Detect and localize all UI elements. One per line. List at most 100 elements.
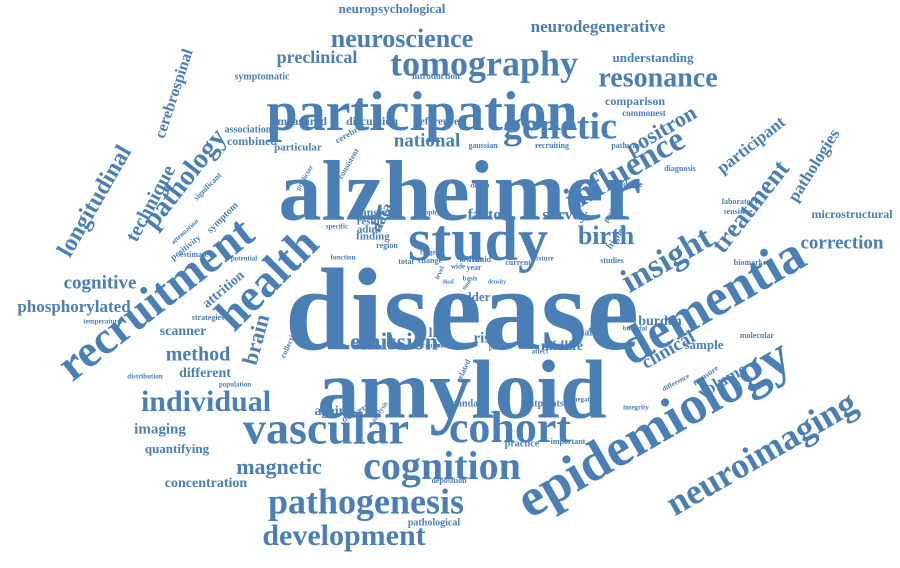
word-commonest: commonest xyxy=(622,108,666,118)
word-individual: individual xyxy=(141,385,271,418)
word-finding: finding xyxy=(356,231,390,243)
word-atrophy: atrophy xyxy=(416,209,440,217)
word-specific: specific xyxy=(326,223,348,231)
word-deposition: deposition xyxy=(431,476,467,485)
word-pathogenesis: pathogenesis xyxy=(268,481,464,521)
word-imaging: imaging xyxy=(134,421,186,437)
word-cutpoints: cutpoints xyxy=(524,398,564,409)
word-time: time xyxy=(462,279,474,292)
word-negative: negative xyxy=(574,396,599,404)
word-understanding: understanding xyxy=(613,50,694,65)
word-combined: combined xyxy=(227,134,277,148)
word-emission: emission xyxy=(350,330,438,356)
word-evidence: evidence xyxy=(613,180,643,189)
word-target: target xyxy=(420,249,439,257)
word-study: study xyxy=(408,207,548,273)
word-important: important xyxy=(551,437,586,446)
word-biomarker: biomarker xyxy=(734,258,771,267)
word-scanner: scanner xyxy=(160,324,207,339)
word-correction: correction xyxy=(801,232,884,253)
word-concentration: concentration xyxy=(165,476,248,491)
word-method: method xyxy=(166,344,230,366)
word-symptomatic: symptomatic xyxy=(235,71,291,82)
word-lower: lower xyxy=(459,255,479,264)
word-strategies: strategies xyxy=(192,313,224,322)
word-recruiting: recruiting xyxy=(535,141,569,150)
word-association: association xyxy=(225,124,272,135)
word-sensitive: sensitive xyxy=(724,207,753,216)
word-year: year xyxy=(466,263,482,272)
word-function: function xyxy=(331,254,356,262)
word-introduction: introduction xyxy=(412,71,460,81)
word-measured: measured xyxy=(277,114,327,128)
word-older: older xyxy=(462,289,491,304)
word-alzheimer: alzheimer xyxy=(279,143,642,239)
word-diagnosis: diagnosis xyxy=(664,164,696,173)
word-practice: practice xyxy=(505,438,540,449)
word-cohort: cohort xyxy=(449,403,572,452)
word-risk: risk xyxy=(473,330,499,346)
word-rate: rate xyxy=(469,255,483,264)
word-development: development xyxy=(262,519,425,552)
word-partial: partial xyxy=(489,344,509,352)
word-current: current xyxy=(505,258,531,267)
word-midlife: midlife xyxy=(541,339,583,354)
word-discussion: discussion xyxy=(346,114,398,128)
word-temperature: temperature xyxy=(83,318,120,326)
word-life: life xyxy=(429,326,448,341)
word-survey: survey xyxy=(542,207,587,224)
word-vascular: vascular xyxy=(243,403,409,454)
word-gaussian: gaussian xyxy=(468,141,498,150)
word-cerebrospinal: cerebrospinal xyxy=(152,46,197,140)
word-window: window xyxy=(541,343,565,351)
word-cognitive: cognitive xyxy=(64,272,137,293)
word-sample: sample xyxy=(685,337,724,352)
word-genetic: genetic xyxy=(503,106,617,148)
word-integrity: integrity xyxy=(623,404,649,412)
word-distribution: distribution xyxy=(127,373,163,381)
word-phosphorylated: phosphorylated xyxy=(17,297,131,316)
word-tomography: tomography xyxy=(390,43,578,83)
word-amyloid: amyloid xyxy=(317,343,606,436)
word-affect: affect xyxy=(532,348,549,356)
word-magnetic: magnetic xyxy=(236,454,322,479)
word-result: result xyxy=(357,216,384,228)
word-estimate: estimate xyxy=(180,250,209,259)
word-pathologies: pathologies xyxy=(784,125,844,205)
word-resonance: resonance xyxy=(598,62,717,93)
word-marker: marker xyxy=(437,342,460,350)
word-total: total xyxy=(398,257,414,266)
word-population: population xyxy=(219,381,251,389)
word-quantifying: quantifying xyxy=(145,441,210,456)
word-courier: courier xyxy=(422,342,444,350)
word-fluid: fluid xyxy=(475,255,492,264)
word-change: change xyxy=(418,256,442,265)
word-adult: adult xyxy=(357,224,382,236)
word-neuropsychological: neuropsychological xyxy=(339,1,446,16)
word-molecular: molecular xyxy=(740,331,775,340)
word-national: national xyxy=(394,130,461,151)
word-different: different xyxy=(179,366,231,381)
word-particular: particular xyxy=(274,142,322,154)
word-cognition: cognition xyxy=(363,443,521,488)
word-track: track xyxy=(435,296,446,312)
word-region: region xyxy=(376,241,398,250)
word-potential: potential xyxy=(231,255,258,263)
word-comparison: comparison xyxy=(605,94,665,108)
word-dual: dual xyxy=(442,279,454,285)
word-bimodal: bimodal xyxy=(623,325,648,333)
word-neuroscience: neuroscience xyxy=(331,24,474,53)
word-pathway: pathway xyxy=(611,141,640,150)
word-studies: studies xyxy=(600,256,624,265)
word-transfer: transfer xyxy=(351,205,393,219)
word-microstructural: microstructural xyxy=(811,207,893,221)
word-density: density xyxy=(488,279,506,285)
word-standard: standard xyxy=(450,398,489,409)
word-ageing: ageing xyxy=(315,404,354,419)
word-mixture: mixture xyxy=(530,255,554,263)
word-preclinical: preclinical xyxy=(277,47,358,67)
word-birth: birth xyxy=(578,221,635,250)
word-laboratory: laboratory xyxy=(722,197,758,206)
word-burden: burden xyxy=(638,314,682,329)
